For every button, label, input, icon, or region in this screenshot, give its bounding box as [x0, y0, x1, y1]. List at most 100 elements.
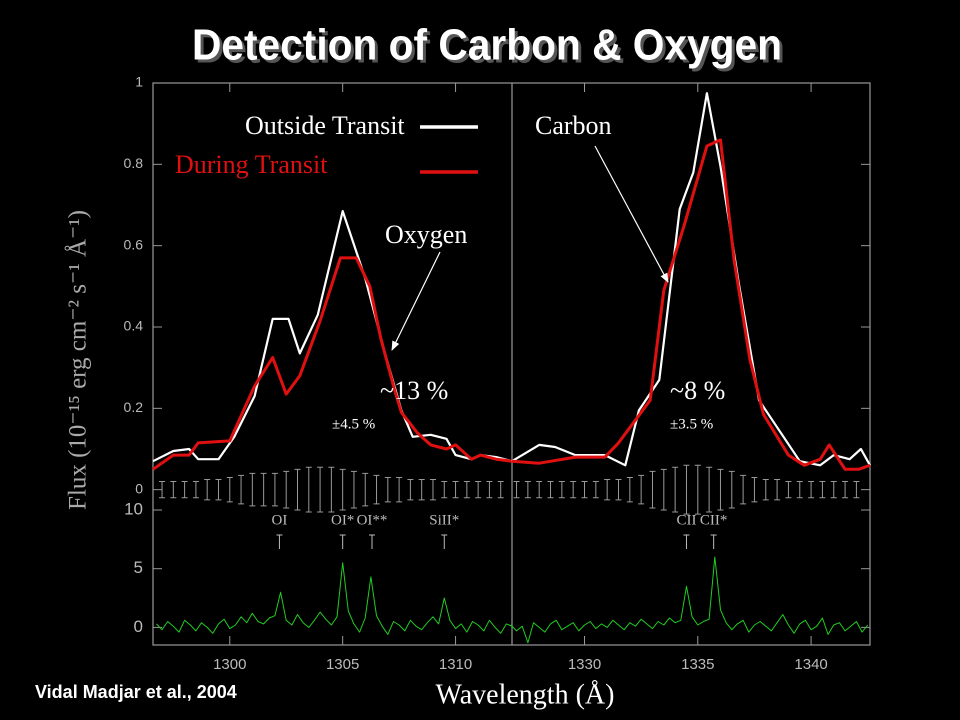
- error-bar: [740, 474, 747, 505]
- error-bar: [513, 481, 520, 499]
- error-bar: [717, 468, 724, 511]
- error-bar: [362, 472, 369, 507]
- error-bar: [615, 479, 622, 501]
- line-id-marker: [276, 534, 283, 549]
- legend-label: Outside Transit: [245, 111, 405, 140]
- error-bar: [271, 472, 278, 507]
- error-bar: [536, 481, 543, 499]
- error-bar: [486, 481, 493, 499]
- line-id-marker: [339, 534, 346, 549]
- x-tick-label: 1330: [568, 656, 601, 673]
- error-bar: [181, 481, 188, 499]
- error-bar: [774, 479, 781, 501]
- error-bar: [463, 481, 470, 499]
- flux-line: [511, 138, 871, 471]
- x-tick-label: 1310: [439, 656, 472, 673]
- error-bar: [842, 481, 849, 499]
- error-bar: [570, 481, 577, 499]
- y-tick-label: 5: [134, 558, 143, 577]
- error-bar: [649, 470, 656, 509]
- error-bar: [429, 479, 436, 501]
- error-bar: [547, 481, 554, 499]
- annotation: ~8 %: [670, 376, 725, 405]
- error-bar: [581, 481, 588, 499]
- y-tick-label: 0: [134, 617, 143, 636]
- y-tick-label: 1: [135, 74, 143, 90]
- error-bar: [728, 470, 735, 509]
- residual-line: [510, 556, 869, 644]
- error-bar: [373, 474, 380, 505]
- line-id-label: CII*: [700, 512, 728, 528]
- line-id-marker: [710, 534, 717, 549]
- error-bar: [497, 481, 504, 499]
- error-bar: [626, 476, 633, 503]
- error-bar: [785, 481, 792, 499]
- error-bar: [683, 464, 690, 515]
- error-bar: [317, 466, 324, 513]
- error-bar: [853, 481, 860, 499]
- error-bar: [751, 476, 758, 503]
- flux-line: [511, 92, 871, 467]
- error-bar: [441, 481, 448, 499]
- error-bar: [660, 468, 667, 511]
- slide-title: Detection of Carbon & Oxygen: [192, 21, 782, 70]
- legend-label: During Transit: [175, 150, 328, 179]
- error-bar: [604, 479, 611, 501]
- annotation: Carbon: [535, 111, 612, 140]
- y-tick-label: 0.8: [124, 155, 144, 171]
- error-bar: [350, 470, 357, 509]
- y-axis-label: Flux (10⁻¹⁵ erg cm⁻² s⁻¹ Å⁻¹): [65, 210, 92, 510]
- error-bar: [819, 481, 826, 499]
- flux-line: [152, 256, 513, 471]
- error-bar: [672, 466, 679, 513]
- error-bar: [249, 472, 256, 507]
- line-id-marker: [441, 534, 448, 549]
- line-id-label: CII: [676, 512, 696, 528]
- error-bar: [226, 476, 233, 503]
- flux-line: [152, 210, 513, 463]
- line-id-marker: [369, 534, 376, 549]
- line-id-marker: [683, 534, 690, 549]
- error-bar: [796, 481, 803, 499]
- error-bar: [808, 481, 815, 499]
- error-bar: [192, 481, 199, 499]
- error-bar: [694, 464, 701, 515]
- annotation: Oxygen: [385, 220, 467, 249]
- error-bar: [558, 481, 565, 499]
- error-bar: [762, 479, 769, 501]
- y-tick-label: 0.6: [124, 236, 144, 252]
- x-tick-label: 1335: [681, 656, 714, 673]
- error-bar: [170, 481, 177, 499]
- residual-line: [156, 562, 513, 635]
- y-tick-label: 0.4: [124, 318, 144, 334]
- error-bar: [260, 472, 267, 507]
- annotation: ±4.5 %: [332, 416, 375, 432]
- x-tick-label: 1305: [326, 656, 359, 673]
- x-tick-label: 1340: [794, 656, 827, 673]
- error-bar: [475, 481, 482, 499]
- x-axis-label: Wavelength (Å): [436, 679, 615, 710]
- error-bar: [407, 479, 414, 501]
- error-bar: [452, 481, 459, 499]
- error-bar: [339, 468, 346, 511]
- y-tick-label: 0.2: [124, 399, 144, 415]
- annotation: ±3.5 %: [670, 416, 713, 432]
- annotation-arrow: [391, 251, 441, 351]
- error-bar: [592, 481, 599, 499]
- error-bar: [328, 466, 335, 513]
- error-bar: [283, 470, 290, 509]
- x-tick-label: 1300: [213, 656, 246, 673]
- error-bar: [638, 474, 645, 505]
- y-tick-label: 10: [124, 499, 143, 518]
- error-bar: [215, 479, 222, 501]
- error-bar: [830, 481, 837, 499]
- error-bar: [238, 474, 245, 505]
- error-bar: [396, 476, 403, 503]
- title-shadow: Detection of Carbon & Oxygen: [195, 24, 785, 73]
- line-id-label: OI: [272, 512, 288, 528]
- error-bar: [294, 468, 301, 511]
- y-tick-label: 0: [135, 480, 143, 496]
